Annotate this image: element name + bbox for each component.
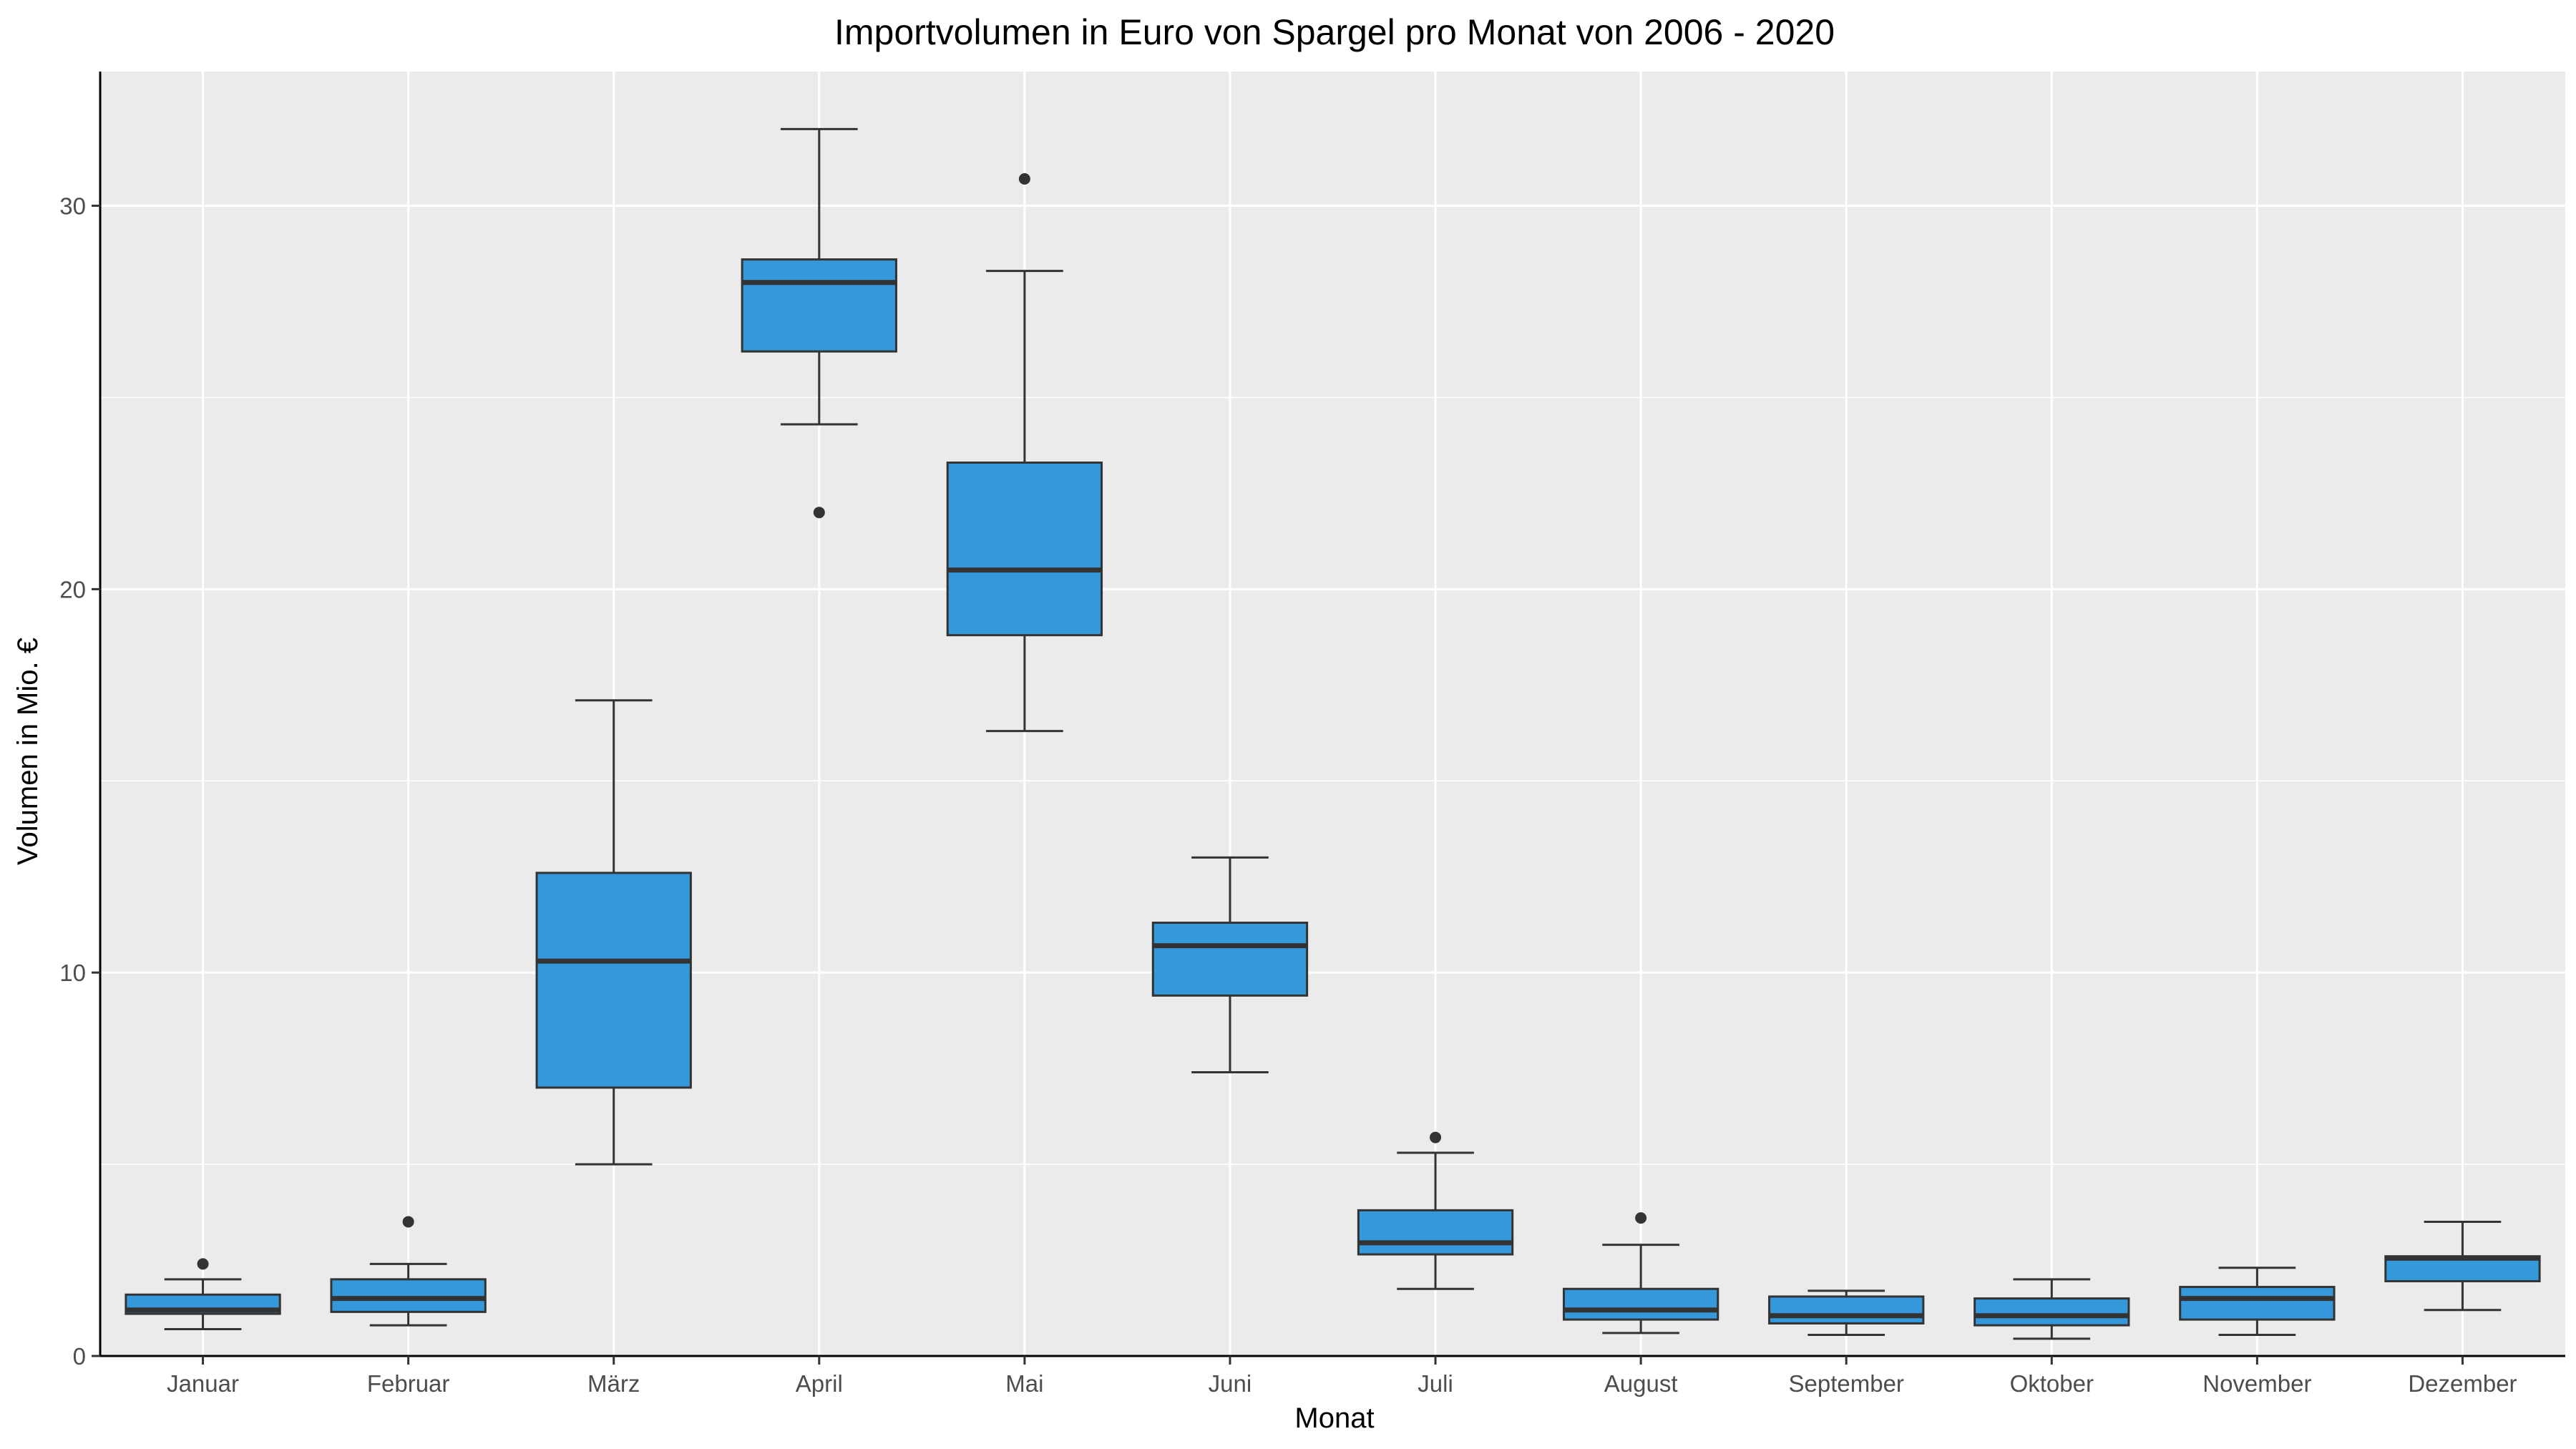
x-tick-label: März xyxy=(587,1370,640,1397)
outlier-point xyxy=(1430,1131,1442,1143)
plot-panel xyxy=(100,72,2565,1356)
x-tick-label: November xyxy=(2202,1370,2311,1397)
iqr-box xyxy=(1562,1287,1719,1321)
y-tick-label: 30 xyxy=(59,193,86,220)
boxes-layer xyxy=(125,127,2541,1340)
axes: 0 10 20 30 Januar Februar März April Mai Juni Juli… xyxy=(59,72,2565,1397)
iqr-box xyxy=(535,872,692,1089)
x-tick-label: Oktober xyxy=(2010,1370,2094,1397)
outlier-point xyxy=(1018,173,1030,185)
box-november xyxy=(2179,1267,2336,1337)
x-tick-label: August xyxy=(1604,1370,1678,1397)
box-juli xyxy=(1357,1131,1514,1290)
iqr-box xyxy=(741,258,897,353)
x-tick-label: Dezember xyxy=(2408,1370,2517,1397)
box-oktober xyxy=(1974,1278,2130,1340)
x-axis-title: Monat xyxy=(1294,1402,1374,1434)
box-märz xyxy=(535,699,692,1166)
box-januar xyxy=(125,1258,281,1330)
outlier-point xyxy=(402,1216,414,1228)
x-tick-label: Mai xyxy=(1005,1370,1043,1397)
box-august xyxy=(1562,1212,1719,1335)
x-tick-label: Januar xyxy=(167,1370,239,1397)
box-september xyxy=(1768,1289,1925,1337)
box-februar xyxy=(330,1216,487,1327)
x-tick-label: April xyxy=(796,1370,843,1397)
box-april xyxy=(741,127,897,519)
outlier-point xyxy=(813,507,825,519)
iqr-box xyxy=(1974,1297,2130,1327)
x-tick-label: September xyxy=(1788,1370,1903,1397)
iqr-box xyxy=(1151,922,1309,997)
iqr-box xyxy=(946,462,1103,637)
y-tick-label: 0 xyxy=(73,1343,86,1370)
iqr-box xyxy=(2179,1286,2336,1321)
x-tick-label: Juli xyxy=(1418,1370,1453,1397)
y-tick-label: 10 xyxy=(59,960,86,986)
box-dezember xyxy=(2384,1220,2541,1312)
x-tick-label: Februar xyxy=(367,1370,450,1397)
box-juni xyxy=(1151,856,1309,1073)
outlier-point xyxy=(197,1258,209,1270)
y-axis-title: Volumen in Mio. € xyxy=(12,638,44,865)
iqr-box xyxy=(1357,1209,1514,1256)
y-tick-label: 20 xyxy=(59,576,86,602)
iqr-box xyxy=(330,1278,487,1313)
x-tick-label: Juni xyxy=(1209,1370,1252,1397)
box-mai xyxy=(946,173,1103,733)
iqr-box xyxy=(1768,1295,1925,1324)
chart-title: Importvolumen in Euro von Spargel pro Mo… xyxy=(834,12,1835,52)
outlier-point xyxy=(1635,1212,1647,1224)
